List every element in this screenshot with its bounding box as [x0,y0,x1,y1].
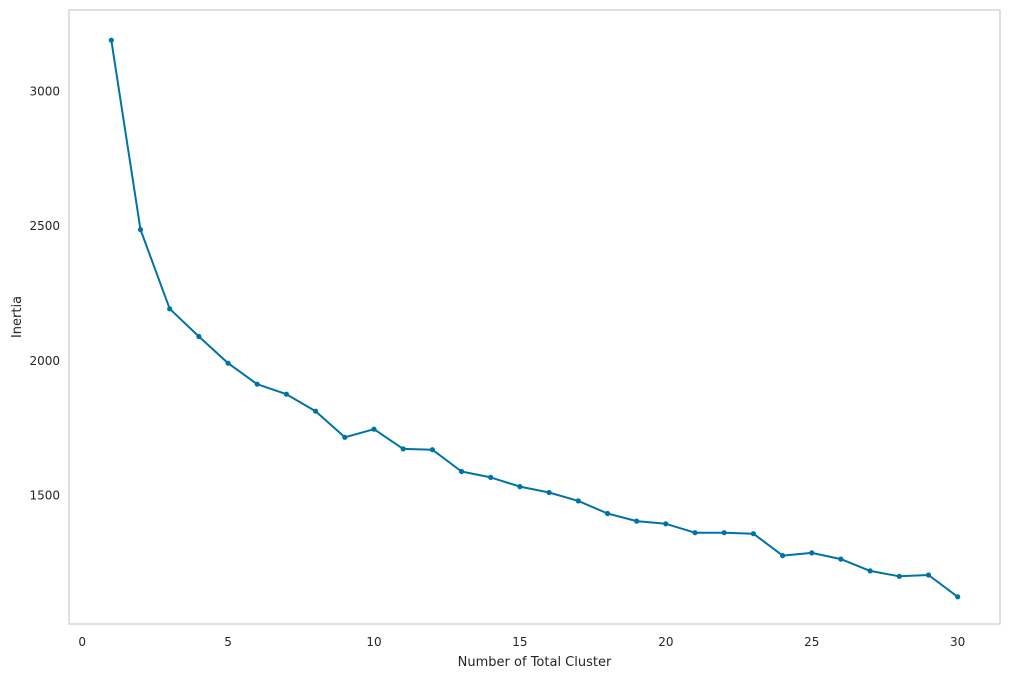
x-tick-label: 15 [512,635,527,649]
y-axis-ticks: 1500 2000 2500 3000 [29,84,60,502]
y-tick-label: 2500 [29,219,60,233]
data-point [663,521,669,527]
data-point [137,227,144,233]
data-point [196,333,202,340]
plot-area-frame [68,9,1001,625]
x-tick-label: 25 [804,635,819,649]
y-tick-label: 3000 [29,84,60,98]
x-axis-label: Number of Total Cluster [458,655,612,670]
x-axis-ticks: 0 5 10 15 20 25 30 [78,635,965,649]
data-point [750,531,757,537]
x-tick-label: 0 [78,635,86,649]
data-point [458,468,465,475]
y-tick-label: 1500 [29,488,60,502]
x-tick-label: 10 [366,635,381,649]
data-point [575,498,581,504]
data-point [925,572,932,578]
data-point [488,474,494,480]
data-point [371,426,377,432]
data-point [809,550,815,556]
data-point [955,594,961,600]
data-point [867,568,873,574]
data-point [604,510,611,517]
data-point [721,530,727,536]
data-point [108,37,114,43]
data-point [517,484,523,490]
x-tick-label: 5 [224,635,232,649]
data-point [313,408,319,414]
data-point [429,447,435,453]
data-point [254,381,260,387]
data-point [838,556,844,562]
data-point [167,306,173,312]
y-axis-label: Inertia [10,296,25,338]
data-point [283,391,289,397]
data-point [225,360,231,366]
data-point [546,489,552,496]
y-tick-label: 2000 [29,354,60,368]
data-point [400,446,406,452]
inertia-line [110,39,959,598]
x-tick-label: 30 [950,635,965,649]
data-point [780,553,786,559]
data-point [634,518,640,524]
inertia-points [108,37,961,600]
data-point [896,573,902,579]
data-point [342,434,348,440]
x-tick-label: 20 [658,635,673,649]
data-point [692,530,698,536]
